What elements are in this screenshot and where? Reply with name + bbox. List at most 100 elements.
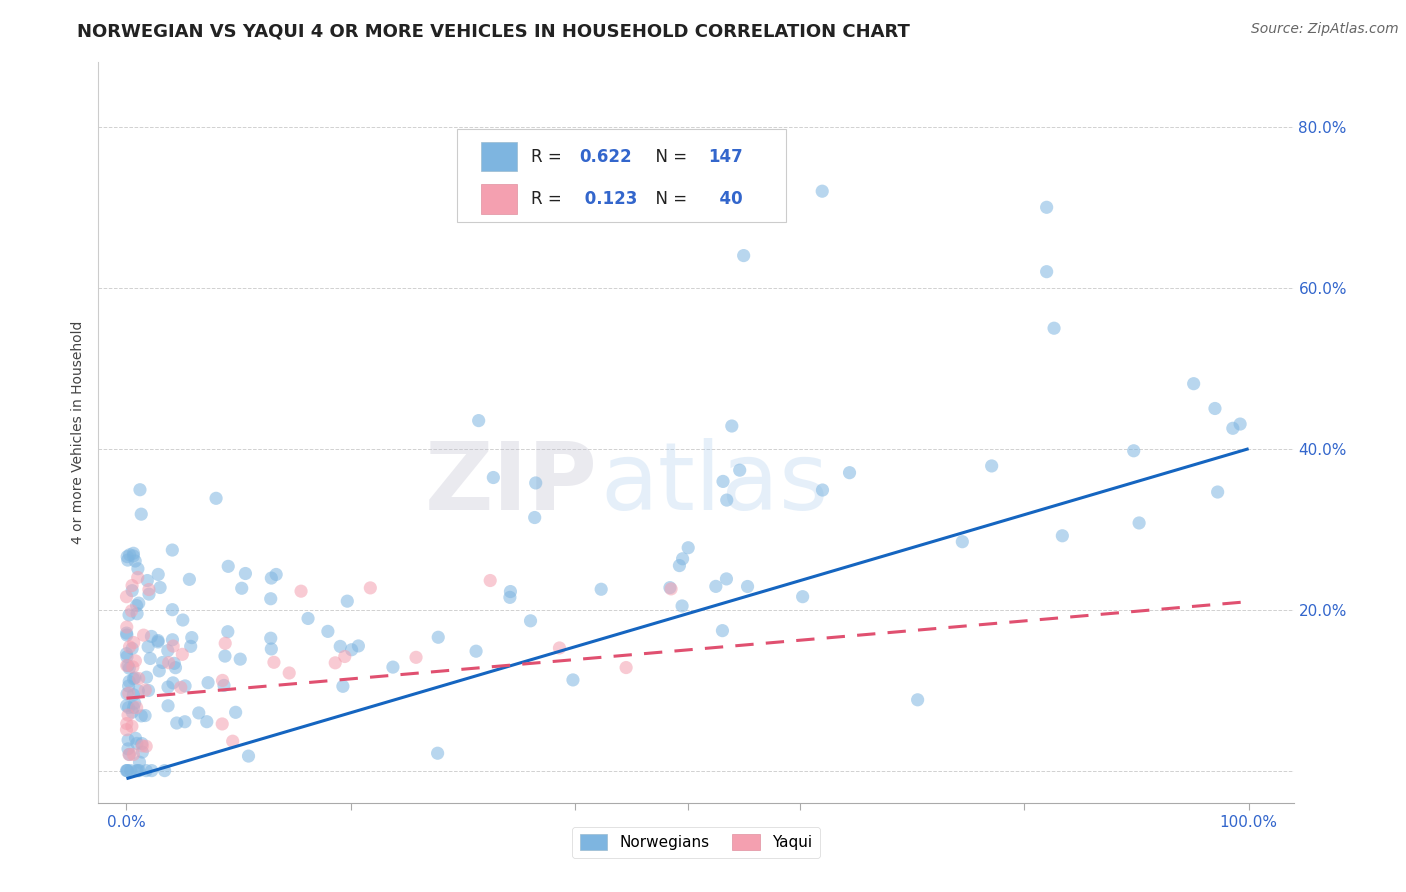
Point [907,693,929,707]
Point [205,491,228,506]
FancyBboxPatch shape [457,129,786,221]
Point [122,747,145,762]
Point [117,708,139,723]
Point [124,671,146,685]
Point [162,676,184,690]
Point [1122,443,1144,458]
Point [217,624,239,639]
Point [127,684,149,698]
Point [115,687,138,701]
Point [214,636,236,650]
Point [115,549,138,564]
Point [591,582,613,597]
Legend: Norwegians, Yaqui: Norwegians, Yaqui [572,827,820,858]
Point [197,675,219,690]
Point [118,607,141,622]
Point [128,755,150,769]
Point [136,640,159,654]
Point [121,641,143,656]
Point [115,628,138,642]
Point [122,546,145,560]
Point [260,591,283,606]
Text: N =: N = [644,190,692,208]
Point [467,414,489,428]
Point [716,572,738,586]
Point [118,640,141,654]
Point [1035,200,1057,214]
Point [115,764,138,778]
Point [115,716,138,731]
Point [211,673,233,688]
Point [333,649,356,664]
Point [124,654,146,668]
Point [290,584,312,599]
Point [235,566,257,581]
Point [115,647,138,661]
Point [720,419,742,434]
Point [115,590,138,604]
Point [120,764,142,778]
Point [141,629,163,643]
Point [132,628,155,642]
Point [1128,516,1150,530]
Point [118,747,141,762]
Point [138,683,160,698]
Point [329,640,352,654]
Point [165,661,187,675]
Point [482,470,505,484]
Point [340,642,363,657]
Point [121,719,143,733]
Point [212,678,235,692]
Point [131,737,153,751]
Point [838,466,860,480]
Point [524,475,547,490]
Point [166,716,188,731]
Point [122,688,145,702]
Point [711,475,734,489]
Point [614,660,637,674]
Point [1222,421,1244,435]
Point [229,652,252,666]
Point [733,249,755,263]
Point [146,633,169,648]
Point [180,640,202,654]
Point [118,747,141,762]
Point [1206,485,1229,500]
Point [129,483,152,497]
Point [136,574,159,588]
Point [131,745,153,759]
Point [134,708,156,723]
Point [427,630,450,644]
FancyBboxPatch shape [481,142,517,171]
Point [238,749,260,764]
Point [129,709,152,723]
Point [115,620,138,634]
Point [316,624,339,639]
Point [260,631,283,645]
Point [128,764,150,778]
Point [129,507,152,521]
Point [131,739,153,753]
Point [148,567,170,582]
Point [950,534,973,549]
Point [122,672,145,686]
Point [499,591,522,605]
Point [728,463,751,477]
Point [1035,265,1057,279]
Point [117,742,139,756]
Point [162,632,184,647]
Point [138,587,160,601]
Point [128,596,150,610]
Point [336,594,359,608]
Point [117,679,139,693]
Point [217,559,239,574]
Point [359,581,381,595]
Point [134,683,156,698]
Point [152,656,174,670]
Point [263,655,285,669]
Text: ZIP: ZIP [425,439,598,531]
Point [118,686,141,700]
Point [676,541,699,555]
Point [704,579,727,593]
Point [115,626,138,640]
